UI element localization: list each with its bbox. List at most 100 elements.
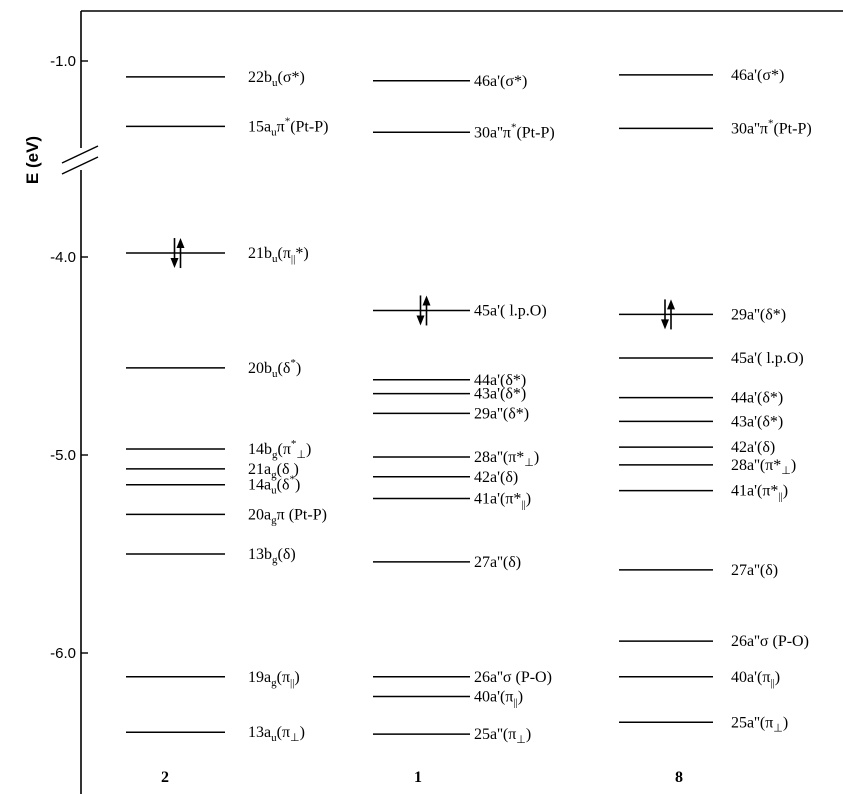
y-tick-label: -4.0 xyxy=(50,249,76,266)
level-label-part: 13a xyxy=(248,724,271,741)
level-label-part: ) xyxy=(306,441,311,458)
level-label-part: ⊥ xyxy=(516,734,526,746)
level-label-part: || xyxy=(770,677,774,689)
level-label-part: g xyxy=(271,514,277,526)
spin-up-arrow-head xyxy=(667,299,675,310)
level-label-part: 22b xyxy=(248,69,272,86)
electron-pair-icon xyxy=(416,295,431,326)
y-axis-label: E (eV) xyxy=(23,136,42,184)
column-label: 8 xyxy=(675,769,683,786)
level-label-part: ) xyxy=(791,457,796,474)
level-label-part: ⊥ xyxy=(296,449,306,461)
level-label: 46a'(σ*) xyxy=(474,73,527,90)
level-label-part: 45a'( l.p.O) xyxy=(731,350,804,367)
level-label-part: * xyxy=(768,117,774,129)
level-label-part: 44a'(δ*) xyxy=(731,390,783,407)
axis-break-mark-1 xyxy=(61,145,99,164)
spin-down-arrow-head xyxy=(416,315,425,326)
level-label-part: u xyxy=(272,368,278,380)
level-label-part: 19a xyxy=(248,669,271,686)
level-label: 14bg(π*⊥) xyxy=(248,438,311,461)
level-label-part: 14a xyxy=(248,477,271,494)
column-8-levels: 46a'(σ*) 30a''π*(Pt-P) 29a''(δ*) 45a'( l.p.… xyxy=(619,67,812,734)
level-label-part: 41a'(π* xyxy=(731,483,778,500)
column-labels-layer: 2 1 8 xyxy=(161,769,683,786)
level-label-part: 20b xyxy=(248,360,272,377)
level-label: 26a''σ (P-O) xyxy=(474,669,552,686)
level-label-part: u xyxy=(271,732,277,744)
level-label-part: 21a xyxy=(248,461,271,478)
level-label-part: (δ xyxy=(277,477,290,494)
level-label-part: 27a''(δ) xyxy=(731,562,778,579)
level-label-part: ) xyxy=(526,726,531,743)
level-label-part: 30a''π xyxy=(731,120,768,137)
level-label: 13bg(δ) xyxy=(248,546,296,566)
level-label-part: 25a''(π xyxy=(731,714,773,731)
level-label-part: (δ ) xyxy=(277,461,299,478)
level-label: 20bu(δ*) xyxy=(248,357,301,380)
level-label-part: π (Pt-P) xyxy=(277,506,327,523)
level-label: 21bu(π||*) xyxy=(248,245,309,265)
spin-down-arrow-head xyxy=(661,319,669,330)
axis-layer: E (eV) xyxy=(23,10,843,794)
level-label-part: 13b xyxy=(248,546,272,563)
level-label: 20agπ (Pt-P) xyxy=(248,506,327,526)
spin-down-arrow-head xyxy=(170,258,179,269)
level-label: 42a'(δ) xyxy=(474,469,518,486)
level-label-part: * xyxy=(289,474,295,486)
level-label-part: 21b xyxy=(248,245,272,262)
level-label: 40a'(π||) xyxy=(731,669,780,689)
level-label: 42a'(δ) xyxy=(731,439,775,456)
level-label: 45a'( l.p.O) xyxy=(731,350,804,367)
level-label: 22bu(σ*) xyxy=(248,69,305,89)
spin-up-arrow-head xyxy=(422,295,431,306)
level-label-part: 28a''(π* xyxy=(474,449,524,466)
level-label-part: ) xyxy=(300,724,305,741)
level-label-part: 46a'(σ*) xyxy=(474,73,527,90)
level-label: 27a''(δ) xyxy=(731,562,778,579)
level-label: 44a'(δ*) xyxy=(731,390,783,407)
level-label-part: 40a'(π xyxy=(474,689,513,706)
level-label: 25a''(π⊥) xyxy=(474,726,531,746)
level-label-part: * xyxy=(290,357,296,369)
level-label-part: u xyxy=(271,485,277,497)
level-label-part: 28a''(π* xyxy=(731,457,781,474)
level-label-part: ⊥ xyxy=(524,457,534,469)
level-label-part: ) xyxy=(294,669,299,686)
level-label: 28a''(π*⊥) xyxy=(474,449,539,469)
level-label: 43a'(δ*) xyxy=(731,413,783,430)
level-label-part: u xyxy=(272,253,278,265)
level-label-part: 40a'(π xyxy=(731,669,770,686)
level-label-part: 42a'(δ) xyxy=(474,469,518,486)
level-label-part: (Pt-P) xyxy=(516,124,554,141)
level-label-part: 29a''(δ*) xyxy=(731,306,786,323)
level-label-part: || xyxy=(521,499,525,511)
ticks-layer: -1.0 -4.0 -5.0 -6.0 xyxy=(50,53,88,662)
level-label-part: || xyxy=(291,253,295,265)
level-label-part: ) xyxy=(296,360,301,377)
level-label-part: 41a'(π* xyxy=(474,491,521,508)
column-label: 2 xyxy=(161,769,169,786)
level-label-part: 29a''(δ*) xyxy=(474,405,529,422)
level-label-part: *) xyxy=(295,245,308,262)
level-label-part: * xyxy=(511,121,517,133)
level-label: 21ag(δ ) xyxy=(248,461,299,481)
level-label-part: g xyxy=(271,469,277,481)
level-label-part: π xyxy=(277,118,285,135)
level-label-part: (π xyxy=(277,724,290,741)
level-label-part: (Pt-P) xyxy=(290,118,328,135)
y-tick-label: -5.0 xyxy=(50,447,76,464)
level-label: 25a''(π⊥) xyxy=(731,714,788,734)
electron-pair-icon xyxy=(661,299,675,330)
column-2-levels: 22bu(σ*)15auπ*(Pt-P)21bu(π||*)20bu(δ*)14… xyxy=(126,69,328,744)
level-label-part: ⊥ xyxy=(781,465,791,477)
level-label-part: 27a''(δ) xyxy=(474,554,521,571)
level-label-part: (Pt-P) xyxy=(773,120,811,137)
level-label-part: (π xyxy=(278,441,291,458)
levels-layer: 22bu(σ*)15auπ*(Pt-P)21bu(π||*)20bu(δ*)14… xyxy=(126,67,812,746)
level-label-part: 46a'(σ*) xyxy=(731,67,784,84)
level-label-part: 43a'(δ*) xyxy=(474,386,526,403)
level-label: 43a'(δ*) xyxy=(474,386,526,403)
level-label-part: 43a'(δ*) xyxy=(731,413,783,430)
